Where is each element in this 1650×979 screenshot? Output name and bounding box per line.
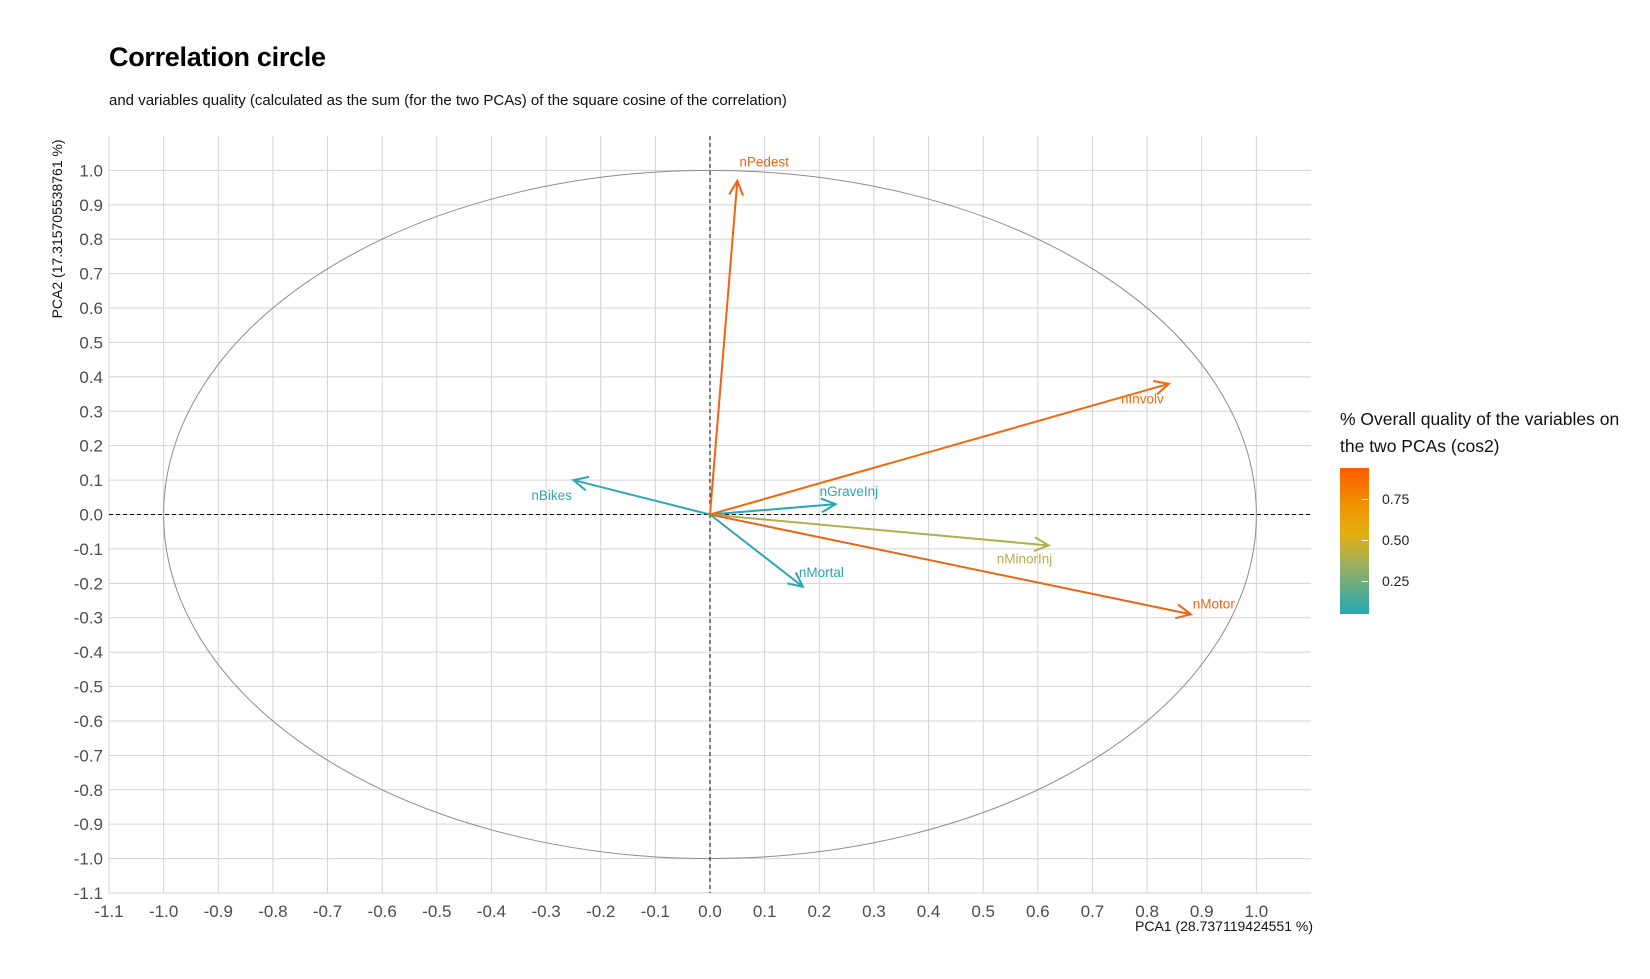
variable-label-nGraveInj: nGraveInj bbox=[820, 484, 879, 499]
x-tick-label: 0.3 bbox=[862, 902, 886, 921]
y-axis-title: PCA2 (17.315705538761 %) bbox=[49, 139, 65, 318]
x-tick-label: 0.4 bbox=[917, 902, 941, 921]
variable-label-nBikes: nBikes bbox=[531, 488, 572, 503]
variable-label-nPedest: nPedest bbox=[739, 155, 789, 170]
x-tick-label: 0.1 bbox=[753, 902, 777, 921]
x-tick-label: -1.1 bbox=[94, 902, 123, 921]
y-tick-label: 0.2 bbox=[79, 437, 103, 456]
variable-label-nMortal: nMortal bbox=[799, 565, 844, 580]
y-tick-label: -0.7 bbox=[74, 746, 103, 765]
arrowhead-nBikes bbox=[571, 475, 590, 492]
arrow-nGraveInj bbox=[709, 503, 836, 516]
x-axis-title: PCA1 (28.737119424551 %) bbox=[1135, 918, 1313, 934]
y-tick-label: -1.0 bbox=[74, 850, 103, 869]
y-tick-label: 0.7 bbox=[79, 265, 103, 284]
x-tick-label: -0.6 bbox=[368, 902, 397, 921]
arrow-nMortal bbox=[709, 513, 804, 588]
arrowhead-nMotor bbox=[1175, 603, 1194, 620]
x-tick-label: 0.5 bbox=[971, 902, 995, 921]
x-tick-label: -0.8 bbox=[258, 902, 287, 921]
arrow-nInvolv bbox=[709, 382, 1170, 516]
legend-tick bbox=[1362, 499, 1368, 501]
arrow-nPedest bbox=[709, 180, 739, 515]
x-tick-labels: -1.1 -1.0 -0.9 -0.8 -0.7 -0.6 -0.5 -0.4 -0.3 -0.2… bbox=[94, 902, 1268, 921]
y-tick-label: 0.3 bbox=[79, 402, 103, 421]
x-tick-label: 0.8 bbox=[1135, 902, 1159, 921]
x-tick-label: 0.0 bbox=[698, 902, 722, 921]
y-tick-label: -0.6 bbox=[74, 712, 103, 731]
variable-arrows bbox=[571, 178, 1194, 620]
color-legend: % Overall quality of the variables on th… bbox=[1340, 406, 1640, 614]
variable-label-nMinorInj: nMinorInj bbox=[997, 551, 1053, 566]
x-tick-label: 0.2 bbox=[807, 902, 831, 921]
x-tick-label: -0.2 bbox=[586, 902, 615, 921]
arrowhead-nMortal bbox=[787, 571, 805, 589]
arrowhead-nMinorInj bbox=[1033, 536, 1052, 553]
arrowhead-nPedest bbox=[728, 178, 745, 197]
arrow-nMinorInj bbox=[709, 513, 1049, 547]
y-tick-label: 0.1 bbox=[79, 471, 103, 490]
x-tick-label: -0.3 bbox=[531, 902, 560, 921]
y-tick-label: -0.9 bbox=[74, 815, 103, 834]
y-tick-label: 0.8 bbox=[79, 230, 103, 249]
y-tick-label: -0.1 bbox=[74, 540, 103, 559]
legend-title: % Overall quality of the variables on th… bbox=[1340, 409, 1620, 456]
x-tick-label: -0.7 bbox=[313, 902, 342, 921]
arrow-nMotor bbox=[709, 513, 1192, 616]
variable-label-nInvolv: nInvolv bbox=[1121, 392, 1164, 407]
y-tick-label: 0.0 bbox=[79, 506, 103, 525]
y-tick-label: 0.6 bbox=[79, 299, 103, 318]
y-tick-label: -1.1 bbox=[74, 884, 103, 903]
variable-labels: nPedest nInvolv nBikes nGraveInj nMinorInj nM… bbox=[531, 155, 1235, 612]
y-tick-labels: -1.1 -1.0 -0.9 -0.8 -0.7 -0.6 -0.5 -0.4 -0.3 -0.2… bbox=[74, 161, 103, 903]
chart-subtitle: and variables quality (calculated as the… bbox=[109, 92, 787, 109]
x-tick-label: 0.9 bbox=[1190, 902, 1214, 921]
arrow-nBikes bbox=[573, 479, 711, 516]
legend-break-label: 0.50 bbox=[1382, 532, 1410, 549]
arrowhead-nInvolv bbox=[1153, 380, 1172, 396]
x-tick-label: -0.9 bbox=[204, 902, 233, 921]
y-tick-label: 0.5 bbox=[79, 333, 103, 352]
y-tick-label: 0.9 bbox=[79, 196, 103, 215]
legend-tick bbox=[1362, 581, 1368, 583]
legend-break-label: 0.75 bbox=[1382, 491, 1410, 508]
x-tick-label: 1.0 bbox=[1245, 902, 1269, 921]
legend-break-label: 0.25 bbox=[1382, 573, 1410, 590]
chart-title: Correlation circle bbox=[109, 42, 326, 72]
y-tick-label: -0.4 bbox=[74, 643, 103, 662]
variable-label-nMotor: nMotor bbox=[1193, 596, 1236, 611]
y-tick-label: -0.5 bbox=[74, 678, 103, 697]
y-tick-label: 0.4 bbox=[79, 368, 103, 387]
x-tick-label: -1.0 bbox=[149, 902, 178, 921]
x-tick-label: -0.1 bbox=[641, 902, 670, 921]
x-tick-label: 0.6 bbox=[1026, 902, 1050, 921]
y-tick-label: -0.3 bbox=[74, 609, 103, 628]
x-tick-label: 0.7 bbox=[1081, 902, 1105, 921]
y-tick-label: -0.2 bbox=[74, 574, 103, 593]
y-tick-label: 1.0 bbox=[79, 161, 103, 180]
y-tick-label: -0.8 bbox=[74, 781, 103, 800]
arrowhead-nGraveInj bbox=[820, 497, 838, 514]
x-tick-label: -0.4 bbox=[477, 902, 506, 921]
legend-tick bbox=[1362, 540, 1368, 542]
x-tick-label: -0.5 bbox=[422, 902, 451, 921]
